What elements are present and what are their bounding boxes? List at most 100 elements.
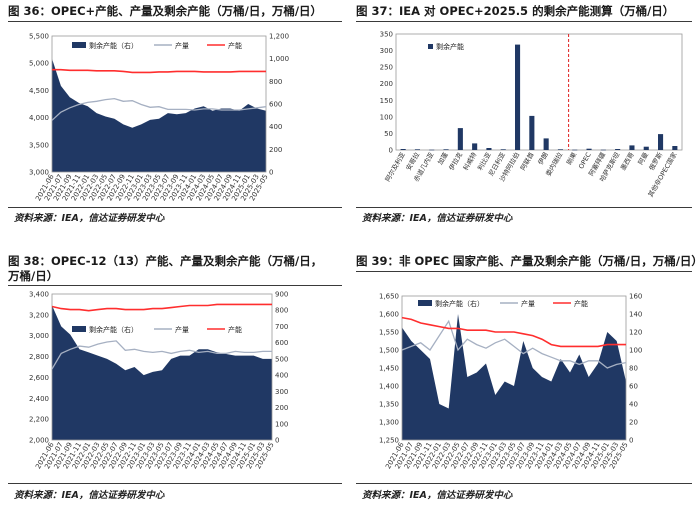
left-axis-tick-label: 1,650 — [379, 293, 399, 301]
y-axis-tick-label: 0 — [389, 147, 393, 155]
legend-label-spare: 剩余产能（右） — [435, 299, 484, 308]
left-axis-tick-label: 1,450 — [379, 365, 399, 373]
right-axis-tick-label: 800 — [269, 78, 282, 86]
right-axis-tick-label: 200 — [275, 404, 288, 412]
category-label: 墨西哥 — [619, 151, 636, 172]
legend-label-bar: 剩余产能 — [436, 42, 464, 51]
category-label: 刚果 — [564, 150, 579, 166]
spare-capacity-bar — [615, 149, 621, 150]
capacity-line — [401, 316, 626, 348]
chart38-title-line2: 万桶/日） — [8, 269, 59, 283]
right-axis-tick-label: 900 — [275, 291, 288, 299]
left-axis-tick-label: 1,400 — [379, 383, 399, 391]
left-axis-tick-label: 3,000 — [29, 169, 49, 177]
legend-swatch-spare — [418, 300, 432, 306]
spare-capacity-bar — [515, 44, 521, 150]
left-axis-tick-label: 4,500 — [29, 87, 49, 95]
left-axis-tick-label: 3,500 — [29, 141, 49, 149]
spare-capacity-bar — [643, 146, 649, 150]
legend-label-capacity: 产能 — [228, 325, 242, 334]
right-axis-tick-label: 0 — [275, 437, 279, 445]
legend-swatch-spare — [72, 42, 86, 48]
plot-frame — [401, 295, 627, 441]
spare-capacity-bar — [400, 149, 406, 150]
supply-line — [51, 340, 272, 370]
legend-swatch-spare — [72, 326, 86, 332]
right-axis-tick-label: 160 — [629, 293, 642, 301]
spare-capacity-bar — [557, 149, 563, 150]
legend-label-supply: 产量 — [175, 41, 189, 50]
spare-capacity-area — [52, 58, 266, 173]
spare-capacity-bar — [529, 115, 535, 150]
right-axis-tick-label: 80 — [629, 365, 638, 373]
supply-line — [51, 97, 267, 121]
right-axis-tick-label: 1,200 — [269, 33, 289, 41]
legend-swatch-bar — [428, 44, 433, 49]
right-axis-tick-label: 0 — [269, 169, 273, 177]
plot-frame — [395, 33, 683, 151]
y-axis-tick-label: 50 — [384, 130, 393, 138]
legend-label-capacity: 产能 — [574, 299, 588, 308]
right-axis-tick-label: 200 — [269, 146, 282, 154]
spare-capacity-bar — [472, 143, 478, 150]
chart37-source: 资料来源：IEA，信达证券研发中心 — [362, 213, 513, 224]
category-label: 阿曼 — [636, 150, 651, 166]
category-label: 伊朗 — [536, 151, 550, 167]
right-axis-tick-label: 60 — [629, 383, 638, 391]
chart36-top-rule — [8, 21, 342, 22]
y-axis-tick-label: 100 — [380, 113, 393, 121]
chart37-top-rule — [356, 21, 692, 22]
chart36-title: 图 36：OPEC+产能、产量及剩余产能（万桶/日，万桶/日） — [8, 4, 323, 18]
right-axis-tick-label: 300 — [275, 388, 288, 396]
right-axis-tick-label: 0 — [629, 437, 633, 445]
spare-capacity-bar — [658, 134, 664, 150]
y-axis-tick-label: 250 — [380, 64, 393, 72]
left-axis-tick-label: 1,600 — [379, 311, 399, 319]
left-axis-tick-label: 2,600 — [29, 374, 49, 382]
spare-capacity-bar — [443, 149, 449, 150]
spare-capacity-bar — [586, 148, 592, 150]
left-axis-tick-label: 2,200 — [29, 416, 49, 424]
chart39-title: 图 39：非 OPEC 国家产能、产量及剩余产能（万桶/日，万桶/日） — [356, 254, 700, 268]
left-axis-tick-label: 1,250 — [379, 437, 399, 445]
right-axis-tick-label: 600 — [269, 101, 282, 109]
right-axis-tick-label: 140 — [629, 311, 642, 319]
right-axis-tick-label: 40 — [629, 401, 638, 409]
chart39-source: 资料来源：IEA，信达证券研发中心 — [362, 490, 513, 501]
chart38-source: 资料来源：IEA，信达证券研发中心 — [14, 490, 165, 501]
right-axis-tick-label: 100 — [629, 347, 642, 355]
spare-capacity-bar — [672, 146, 678, 150]
legend-label-capacity: 产能 — [228, 41, 242, 50]
right-axis-tick-label: 400 — [269, 123, 282, 131]
chart36-bottom-rule — [8, 207, 342, 208]
right-axis-tick-label: 600 — [275, 339, 288, 347]
capacity-line — [52, 68, 266, 74]
right-axis-tick-label: 20 — [629, 419, 638, 427]
y-axis-tick-label: 350 — [380, 31, 393, 39]
right-axis-tick-label: 120 — [629, 329, 642, 337]
right-axis-tick-label: 800 — [275, 307, 288, 315]
capacity-line — [51, 303, 272, 312]
left-axis-tick-label: 2,000 — [29, 437, 49, 445]
legend-label-supply: 产量 — [521, 299, 535, 308]
spare-capacity-bar — [414, 149, 420, 150]
left-axis-tick-label: 1,350 — [379, 401, 399, 409]
left-axis-tick-label: 2,400 — [29, 395, 49, 403]
spare-capacity-bar — [572, 149, 578, 151]
right-axis-tick-label: 700 — [275, 323, 288, 331]
chart38-title-line1: 图 38：OPEC-12（13）产能、产量及剩余产能（万桶/日， — [8, 254, 323, 268]
chart39-top-rule — [356, 271, 692, 272]
left-axis-tick-label: 2,800 — [29, 353, 49, 361]
spare-capacity-bar — [543, 138, 549, 150]
chart36-opec-plus: 3,000 3,500 4,000 4,500 5,000 5,500 0 200 400 600… — [29, 33, 289, 203]
left-axis-tick-label: 4,000 — [29, 114, 49, 122]
chart39-non-opec: 1,250 1,300 1,350 1,400 1,450 1,500 1,550 1,600… — [379, 293, 642, 471]
plot-frame — [51, 35, 267, 173]
spare-capacity-bar — [600, 149, 606, 151]
supply-line — [401, 319, 627, 369]
y-axis-tick-label: 200 — [380, 80, 393, 88]
plot-frame — [51, 293, 273, 441]
spare-capacity-bar — [457, 128, 463, 150]
legend-label-spare: 剩余产能（右） — [89, 325, 138, 334]
